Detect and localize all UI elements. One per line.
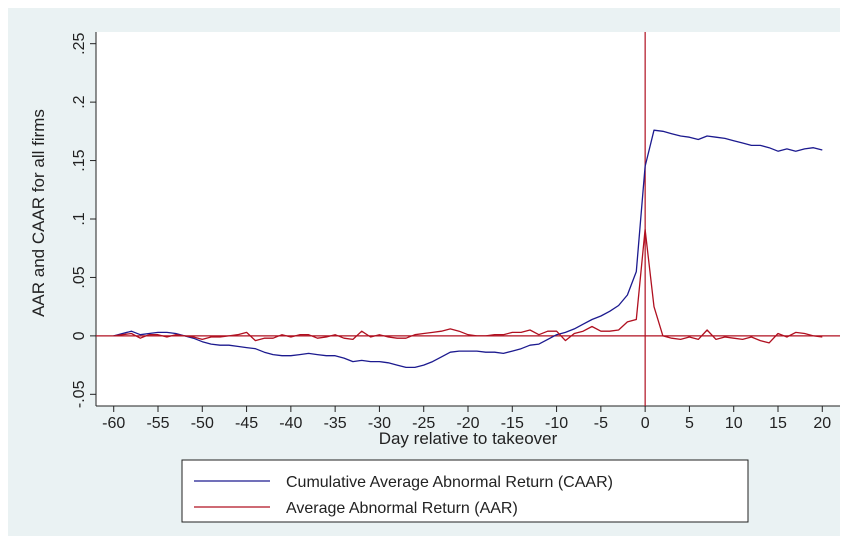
y-tick-label: .05 [71, 266, 88, 288]
y-axis-title: AAR and CAAR for all firms [29, 109, 48, 317]
chart-svg: -.050.05.1.15.2.25 -60 -55 -50 -45 -40 -35 -30… [29, 32, 840, 523]
legend-label-caar: Cumulative Average Abnormal Return (CAAR… [286, 474, 613, 491]
x-tick-label: -35 [324, 415, 347, 432]
series-layer [113, 129, 823, 369]
x-tick-label: 20 [813, 415, 831, 432]
plot-area-background [96, 32, 840, 406]
x-tick-label: -20 [456, 415, 479, 432]
y-tick-label: .2 [71, 95, 88, 108]
caar-line [113, 129, 823, 369]
x-tick-label: -60 [102, 415, 125, 432]
y-tick-label: .1 [71, 212, 88, 225]
reference-lines-group [96, 32, 840, 406]
x-tick-label: -10 [545, 415, 568, 432]
x-tick-label: -25 [412, 415, 435, 432]
y-ticks-group: -.05 0 .05 .1 .15 .2 .25 [71, 32, 96, 408]
chart-panel: -.05 0.05.1.15.2.25 -60 -55 -50 -45 -40 -35 -30… [8, 8, 840, 536]
x-tick-label: 10 [725, 415, 743, 432]
x-tick-label: -30 [368, 415, 391, 432]
x-tick-label: -45 [235, 415, 258, 432]
x-tick-label: -55 [146, 415, 169, 432]
legend-box [181, 459, 749, 523]
x-tick-label: 0 [641, 415, 650, 432]
aar-line [113, 228, 823, 344]
legend-label-aar: Average Abnormal Return (AAR) [286, 500, 518, 517]
x-tick-label: -5 [594, 415, 608, 432]
y-tick-label: -.05 [71, 380, 88, 408]
y-tick-label: .25 [71, 32, 88, 54]
x-tick-label: -15 [501, 415, 524, 432]
x-axis-title: Day relative to takeover [379, 429, 558, 448]
y-tick-label: 0 [71, 331, 88, 340]
legend: Cumulative Average Abnormal Return (CAAR… [181, 459, 749, 523]
x-tick-label: -40 [279, 415, 302, 432]
x-tick-label: -50 [191, 415, 214, 432]
x-tick-label: 15 [769, 415, 787, 432]
y-tick-label: .15 [71, 149, 88, 171]
x-ticks-group: -60 -55 -50 -45 -40 -35 -30 -25 -20 -15 -10 -5 0 5 10 1… [102, 406, 831, 432]
x-tick-label: 5 [685, 415, 694, 432]
